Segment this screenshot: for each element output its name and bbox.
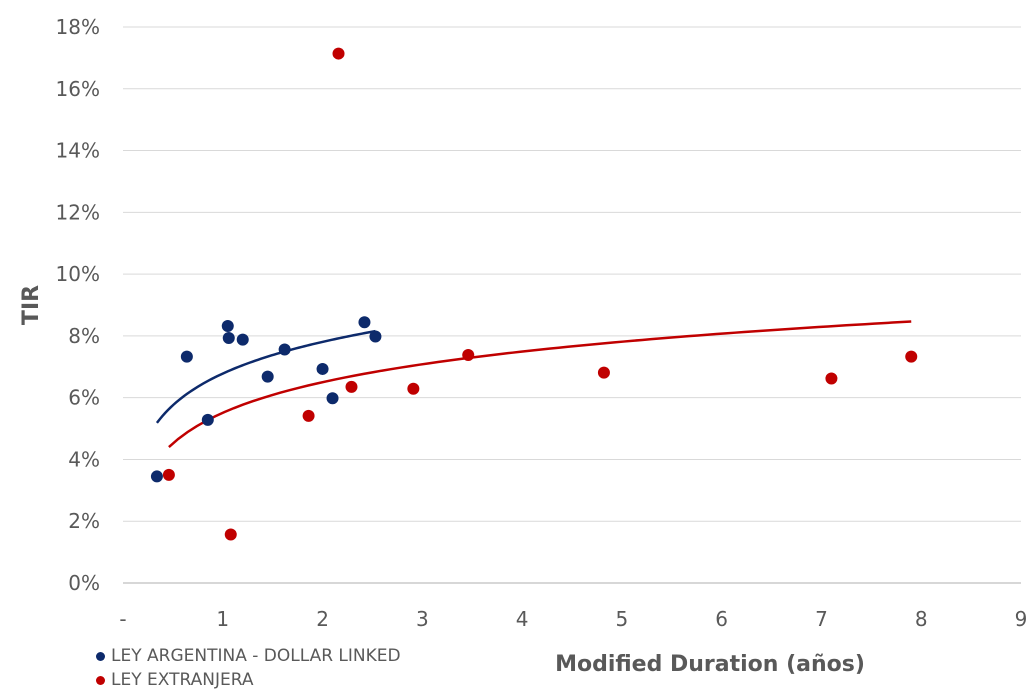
data-point-series-0 (201, 413, 214, 426)
x-tick-label: 3 (416, 607, 429, 631)
data-point-series-1 (345, 380, 358, 393)
data-point-series-1 (407, 382, 420, 395)
legend: LEY ARGENTINA - DOLLAR LINKED LEY EXTRAN… (96, 644, 401, 692)
data-point-series-0 (221, 320, 234, 333)
data-point-series-0 (180, 350, 193, 363)
data-point-series-0 (150, 470, 163, 483)
y-axis-title: TIR (19, 285, 44, 325)
x-tick-label: 4 (516, 607, 529, 631)
y-tick-label: 14% (56, 139, 100, 163)
data-point-series-1 (462, 349, 475, 362)
x-tick-label: 8 (915, 607, 928, 631)
data-point-series-0 (236, 333, 249, 346)
legend-marker-argentina (96, 651, 105, 661)
y-tick-label: 4% (68, 447, 100, 471)
data-point-series-0 (369, 330, 382, 343)
x-tick-label: 9 (1015, 607, 1026, 631)
y-tick-label: 12% (56, 200, 100, 224)
x-tick-label: 7 (815, 607, 828, 631)
legend-label-argentina: LEY ARGENTINA - DOLLAR LINKED (111, 646, 401, 666)
y-tick-label: 10% (56, 262, 100, 286)
y-tick-label: 2% (68, 509, 100, 533)
y-tick-label: 6% (68, 386, 100, 410)
legend-item-extranjera: LEY EXTRANJERA (96, 668, 401, 692)
data-point-series-1 (825, 372, 838, 385)
x-tick-label: 6 (715, 607, 728, 631)
data-point-series-1 (597, 366, 610, 379)
trendline-1 (168, 320, 912, 449)
x-tick-label: 2 (316, 607, 329, 631)
y-tick-label: 8% (68, 324, 100, 348)
data-point-series-0 (316, 362, 329, 375)
data-point-series-1 (302, 409, 315, 422)
gridlines (123, 26, 1021, 522)
x-tick-label: 1 (216, 607, 229, 631)
trendline-0 (155, 329, 376, 424)
data-point-series-0 (222, 332, 235, 345)
tick-labels: 0% 2% 4% 6% 8% 10% 12% 14% 16% 18% - 1 2 3 4 5 6 7 8 9 (56, 15, 1026, 631)
y-tick-label: 0% (68, 571, 100, 595)
data-point-series-1 (905, 350, 918, 363)
x-tick-label: - (119, 607, 126, 631)
data-point-series-0 (261, 370, 274, 383)
data-point-series-1 (224, 528, 237, 541)
data-point-series-1 (162, 468, 175, 481)
data-points (150, 47, 918, 541)
data-point-series-0 (278, 343, 291, 356)
y-tick-label: 18% (56, 15, 100, 39)
legend-item-argentina: LEY ARGENTINA - DOLLAR LINKED (96, 644, 401, 668)
trendlines (155, 320, 912, 449)
data-point-series-0 (358, 316, 371, 329)
data-point-series-1 (332, 47, 345, 60)
x-axis-title: Modified Duration (años) (555, 652, 865, 677)
data-point-series-0 (326, 392, 339, 405)
x-tick-label: 5 (616, 607, 629, 631)
y-tick-label: 16% (56, 77, 100, 101)
legend-label-extranjera: LEY EXTRANJERA (111, 670, 254, 690)
legend-marker-extranjera (96, 675, 105, 685)
